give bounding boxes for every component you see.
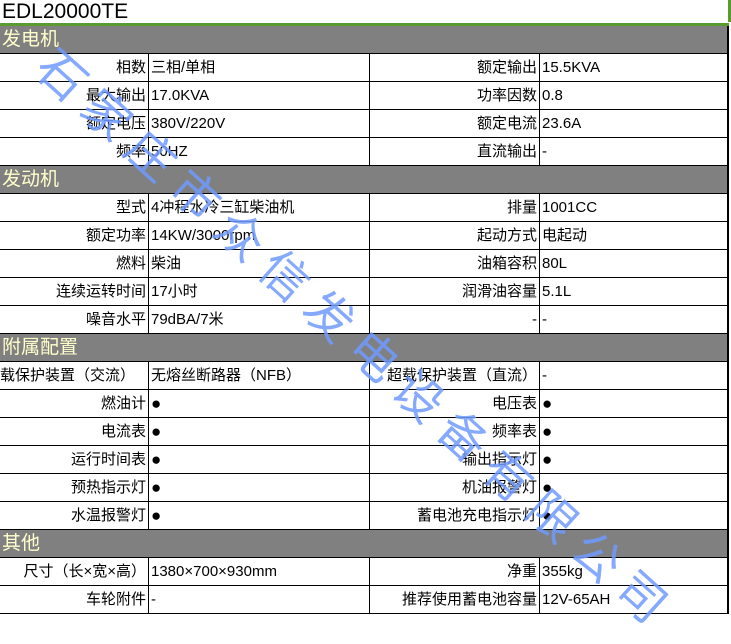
spec-label[interactable]: 运行时间表 (0, 446, 149, 473)
spec-table: 发电机 相数 三相/单相 额定输出 15.5KVA 最大输出 17.0KVA 功率因数 0.8 额… (0, 26, 729, 614)
spec-label[interactable]: 排量 (370, 194, 540, 221)
spec-value[interactable]: ● (542, 450, 553, 469)
spec-value[interactable]: 355kg (542, 563, 583, 580)
spec-value[interactable]: 1380×700×930mm (149, 558, 370, 585)
spec-value[interactable]: 23.6A (542, 115, 582, 132)
spec-label[interactable]: 直流输出 (370, 138, 540, 165)
spec-label[interactable]: 蓄电池充电指示灯 (370, 502, 540, 529)
spec-value[interactable]: ● (542, 478, 553, 497)
spec-value[interactable]: 0.8 (542, 87, 563, 104)
spec-label[interactable]: 电流表 (0, 418, 149, 445)
spec-label[interactable]: 燃料 (0, 250, 149, 277)
spec-label[interactable]: 额定输出 (370, 54, 540, 81)
selection-corner (728, 0, 731, 22)
spec-value[interactable]: ● (542, 394, 553, 413)
spec-value[interactable]: ● (149, 474, 370, 501)
spec-value[interactable]: ● (149, 446, 370, 473)
section-header: 其他 (0, 530, 727, 558)
spec-label[interactable]: 相数 (0, 54, 149, 81)
spec-value[interactable]: ● (149, 390, 370, 417)
table-row: 噪音水平 79dBA/7米 - - (0, 306, 727, 334)
spec-value[interactable]: - (542, 143, 547, 160)
table-row: 相数 三相/单相 额定输出 15.5KVA (0, 54, 727, 82)
spec-value[interactable]: - (542, 367, 547, 384)
table-row: 燃料 柴油 油箱容积 80L (0, 250, 727, 278)
spec-value[interactable]: 12V-65AH (542, 591, 611, 608)
spec-label[interactable]: 润滑油容量 (370, 278, 540, 305)
spec-value[interactable]: 4冲程水冷三缸柴油机 (149, 194, 370, 221)
spec-value[interactable]: ● (542, 506, 553, 525)
spec-label[interactable]: 输出指示灯 (370, 446, 540, 473)
table-row: 燃油计 ● 电压表 ● (0, 390, 727, 418)
spec-value[interactable]: 1001CC (542, 199, 598, 216)
spec-value[interactable]: 柴油 (149, 250, 370, 277)
spec-value[interactable]: 无熔丝断路器（NFB） (149, 362, 370, 389)
table-row: 连续运转时间 17小时 润滑油容量 5.1L (0, 278, 727, 306)
table-row: 额定电压 380V/220V 额定电流 23.6A (0, 110, 727, 138)
spec-label[interactable]: 连续运转时间 (0, 278, 149, 305)
spec-label[interactable]: 燃油计 (0, 390, 149, 417)
section-header: 发动机 (0, 166, 727, 194)
spec-label[interactable]: 超载保护装置（直流） (370, 362, 540, 389)
spec-value[interactable]: 三相/单相 (149, 54, 370, 81)
spec-label[interactable]: 载保护装置（交流） (0, 362, 149, 389)
spec-label[interactable]: 额定电流 (370, 110, 540, 137)
spec-value[interactable]: 50HZ (149, 138, 370, 165)
spec-label[interactable]: 频率表 (370, 418, 540, 445)
table-row: 频率 50HZ 直流输出 - (0, 138, 727, 166)
spec-label[interactable]: 推荐使用蓄电池容量 (370, 586, 540, 613)
spec-label[interactable]: 噪音水平 (0, 306, 149, 333)
spec-value[interactable]: - (149, 586, 370, 613)
table-row: 车轮附件 - 推荐使用蓄电池容量 12V-65AH (0, 586, 727, 614)
spec-label[interactable]: 油箱容积 (370, 250, 540, 277)
table-row: 载保护装置（交流） 无熔丝断路器（NFB） 超载保护装置（直流） - (0, 362, 727, 390)
section-header: 附属配置 (0, 334, 727, 362)
spec-value[interactable]: 电起动 (542, 227, 588, 244)
table-row: 电流表 ● 频率表 ● (0, 418, 727, 446)
spec-value[interactable]: ● (149, 418, 370, 445)
spec-value[interactable]: 15.5KVA (542, 59, 601, 76)
spec-value[interactable]: ● (542, 422, 553, 441)
spec-value[interactable]: 80L (542, 255, 568, 272)
spec-label[interactable]: 尺寸（长×宽×高） (0, 558, 149, 585)
spec-value[interactable]: 380V/220V (149, 110, 370, 137)
spec-label[interactable]: 频率 (0, 138, 149, 165)
table-row: 型式 4冲程水冷三缸柴油机 排量 1001CC (0, 194, 727, 222)
spec-label[interactable]: 水温报警灯 (0, 502, 149, 529)
spec-label[interactable]: 功率因数 (370, 82, 540, 109)
spec-value[interactable]: 14KW/3000rpm (149, 222, 370, 249)
spec-label[interactable]: 额定功率 (0, 222, 149, 249)
table-row: 额定功率 14KW/3000rpm 起动方式 电起动 (0, 222, 727, 250)
spec-label[interactable]: 机油报警灯 (370, 474, 540, 501)
spec-label[interactable]: 起动方式 (370, 222, 540, 249)
spec-label[interactable]: 额定电压 (0, 110, 149, 137)
spec-label[interactable]: 净重 (370, 558, 540, 585)
table-row: 水温报警灯 ● 蓄电池充电指示灯 ● (0, 502, 727, 530)
table-row: 预热指示灯 ● 机油报警灯 ● (0, 474, 727, 502)
spec-value[interactable]: 17小时 (149, 278, 370, 305)
table-row: 最大输出 17.0KVA 功率因数 0.8 (0, 82, 727, 110)
spec-label[interactable]: 预热指示灯 (0, 474, 149, 501)
spec-label[interactable]: 电压表 (370, 390, 540, 417)
spec-label[interactable]: 型式 (0, 194, 149, 221)
section-header: 发电机 (0, 26, 727, 54)
spec-label[interactable]: 最大输出 (0, 82, 149, 109)
table-row: 运行时间表 ● 输出指示灯 ● (0, 446, 727, 474)
spec-value[interactable]: ● (149, 502, 370, 529)
spec-value[interactable]: - (542, 311, 547, 328)
table-row: 尺寸（长×宽×高） 1380×700×930mm 净重 355kg (0, 558, 727, 586)
spec-label[interactable]: - (370, 306, 540, 333)
spec-value[interactable]: 17.0KVA (149, 82, 370, 109)
spec-value[interactable]: 5.1L (542, 283, 572, 300)
spec-label[interactable]: 车轮附件 (0, 586, 149, 613)
model-title: EDL20000TE (0, 0, 729, 26)
spec-value[interactable]: 79dBA/7米 (149, 306, 370, 333)
